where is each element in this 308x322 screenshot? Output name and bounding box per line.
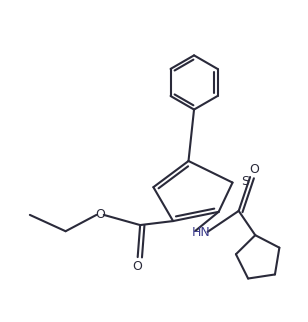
Text: S: S xyxy=(241,175,249,188)
Text: O: O xyxy=(95,208,105,222)
Text: HN: HN xyxy=(192,226,210,239)
Text: O: O xyxy=(249,163,259,176)
Text: O: O xyxy=(133,260,143,273)
